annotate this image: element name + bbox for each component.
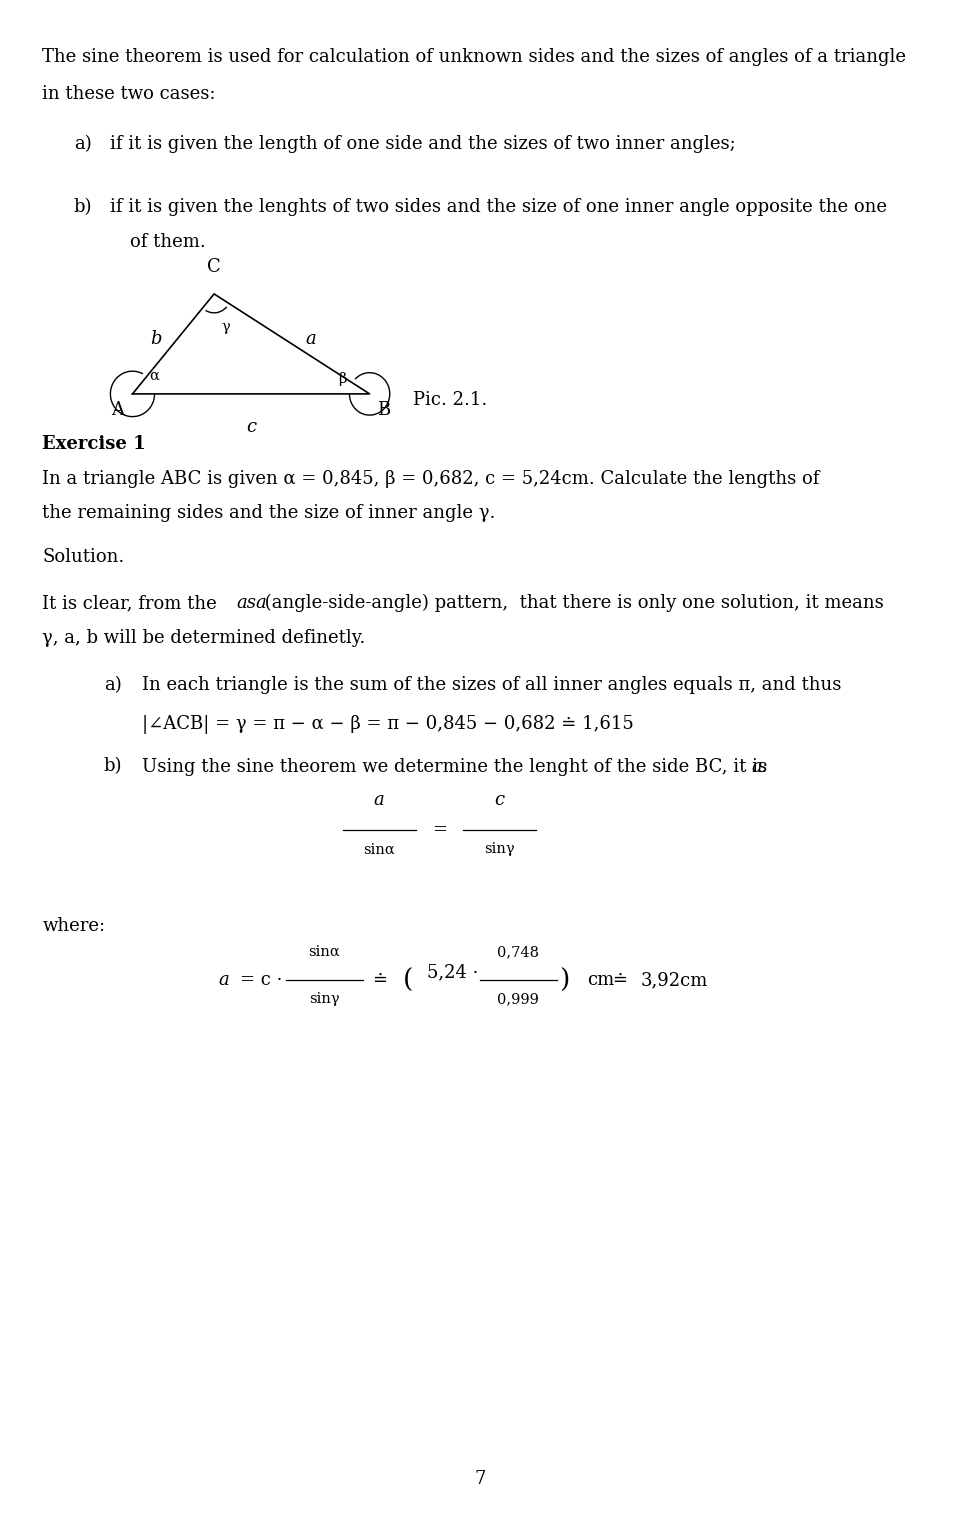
Text: = c ·: = c · bbox=[240, 971, 282, 989]
Text: a:: a: bbox=[752, 758, 768, 776]
Text: sinγ: sinγ bbox=[309, 992, 340, 1006]
Text: The sine theorem is used for calculation of unknown sides and the sizes of angle: The sine theorem is used for calculation… bbox=[42, 48, 906, 67]
Text: sinγ: sinγ bbox=[484, 842, 515, 856]
Text: a: a bbox=[305, 330, 317, 348]
Text: c: c bbox=[246, 418, 256, 436]
Text: B: B bbox=[377, 401, 391, 420]
Text: b): b) bbox=[104, 758, 122, 776]
Text: β: β bbox=[339, 371, 347, 386]
Text: Solution.: Solution. bbox=[42, 548, 125, 567]
Text: α: α bbox=[150, 368, 159, 383]
Text: a: a bbox=[219, 971, 229, 989]
Text: sinα: sinα bbox=[308, 945, 341, 959]
Text: γ: γ bbox=[221, 320, 230, 335]
Text: 0,999: 0,999 bbox=[497, 992, 540, 1006]
Text: the remaining sides and the size of inner angle γ.: the remaining sides and the size of inne… bbox=[42, 504, 495, 523]
Text: where:: where: bbox=[42, 917, 106, 935]
Text: (: ( bbox=[403, 968, 413, 992]
Text: ≐: ≐ bbox=[612, 971, 627, 989]
Text: C: C bbox=[207, 258, 221, 276]
Text: c: c bbox=[494, 791, 504, 809]
Text: ≐: ≐ bbox=[372, 971, 387, 989]
Text: 0,748: 0,748 bbox=[497, 945, 540, 959]
Text: Exercise 1: Exercise 1 bbox=[42, 435, 146, 453]
Text: A: A bbox=[111, 401, 125, 420]
Text: sinα: sinα bbox=[363, 842, 396, 856]
Text: 5,24 ·: 5,24 · bbox=[427, 964, 479, 982]
Text: of them.: of them. bbox=[130, 233, 205, 251]
Text: b): b) bbox=[74, 198, 92, 217]
Text: a): a) bbox=[104, 676, 121, 694]
Text: =: = bbox=[432, 821, 446, 839]
Text: It is clear, from the: It is clear, from the bbox=[42, 594, 223, 612]
Text: In each triangle is the sum of the sizes of all inner angles equals π, and thus: In each triangle is the sum of the sizes… bbox=[142, 676, 842, 694]
Text: (angle-side-angle) pattern,  that there is only one solution, it means: (angle-side-angle) pattern, that there i… bbox=[259, 594, 884, 612]
Text: a): a) bbox=[74, 135, 91, 153]
Text: γ, a, b will be determined definetly.: γ, a, b will be determined definetly. bbox=[42, 629, 366, 647]
Text: if it is given the length of one side and the sizes of two inner angles;: if it is given the length of one side an… bbox=[110, 135, 736, 153]
Text: if it is given the lenghts of two sides and the size of one inner angle opposite: if it is given the lenghts of two sides … bbox=[110, 198, 887, 217]
Text: asa: asa bbox=[236, 594, 267, 612]
Text: cm: cm bbox=[588, 971, 614, 989]
Text: In a triangle ABC is given α = 0,845, β = 0,682, c = 5,24cm. Calculate the lengt: In a triangle ABC is given α = 0,845, β … bbox=[42, 470, 820, 488]
Text: 3,92cm: 3,92cm bbox=[640, 971, 708, 989]
Text: a: a bbox=[373, 791, 385, 809]
Text: Using the sine theorem we determine the lenght of the side BC, it is: Using the sine theorem we determine the … bbox=[142, 758, 773, 776]
Text: b: b bbox=[151, 330, 161, 348]
Text: |∠ACB| = γ = π − α − β = π − 0,845 − 0,682 ≐ 1,615: |∠ACB| = γ = π − α − β = π − 0,845 − 0,6… bbox=[142, 715, 634, 735]
Text: Pic. 2.1.: Pic. 2.1. bbox=[413, 391, 487, 409]
Text: 7: 7 bbox=[474, 1470, 486, 1488]
Text: ): ) bbox=[560, 968, 569, 992]
Text: in these two cases:: in these two cases: bbox=[42, 85, 216, 103]
